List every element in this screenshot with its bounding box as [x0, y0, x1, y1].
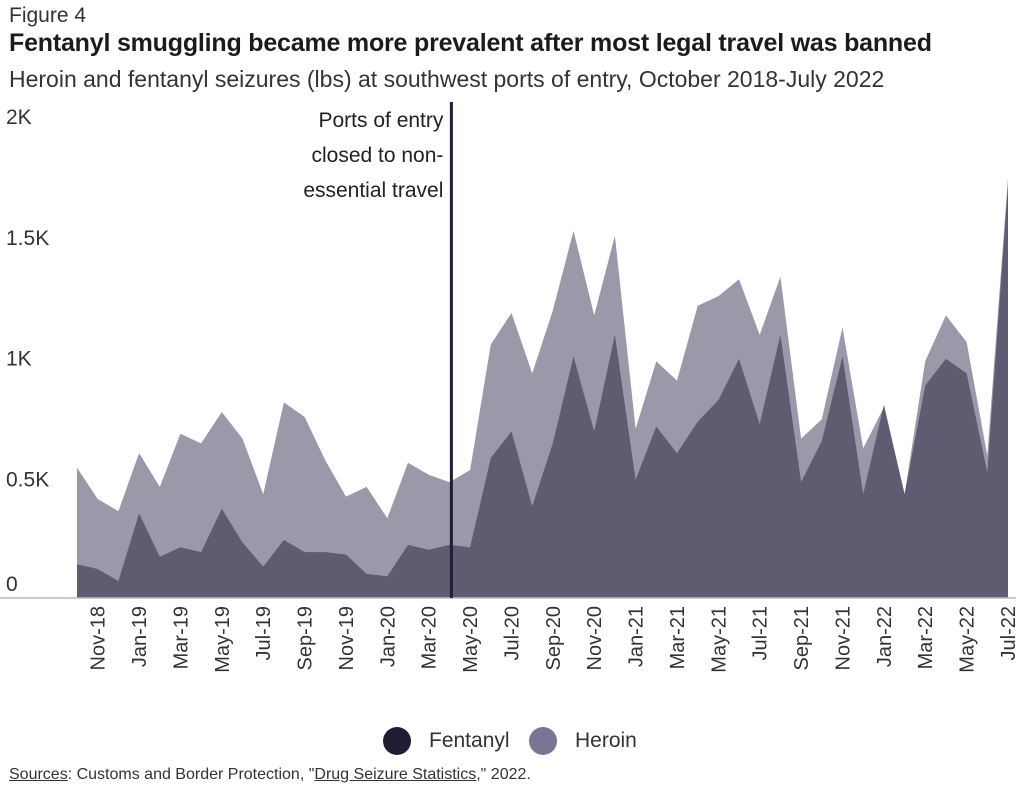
x-tick-label: Jan-21 [626, 606, 648, 667]
x-tick-label: Nov-21 [832, 606, 854, 670]
x-tick-label: Jan-20 [377, 606, 399, 667]
source-note: Sources: Customs and Border Protection, … [9, 766, 531, 784]
x-tick-label: Mar-22 [915, 606, 937, 669]
y-tick-label: 0.5K [6, 468, 49, 491]
chart-legend: Fentanyl Heroin [0, 727, 1024, 763]
x-tick-label: May-19 [212, 606, 234, 673]
fentanyl-area-series [77, 185, 1008, 598]
x-tick-label: May-21 [708, 606, 730, 673]
x-axis-tick-labels: Nov-18 Jan-19 Mar-19 May-19 Jul-19 Sep-19 Nov-… [88, 606, 1020, 673]
x-tick-label: Jul-19 [253, 606, 275, 660]
x-tick-label: Jan-22 [874, 606, 896, 667]
x-tick-label: Jan-19 [129, 606, 151, 667]
chart-subtitle: Heroin and fentanyl seizures (lbs) at so… [9, 66, 885, 92]
y-tick-label: 2K [6, 106, 32, 129]
x-tick-label: Jul-20 [501, 606, 523, 660]
x-tick-label: Sep-21 [791, 606, 813, 671]
x-tick-label: Mar-21 [667, 606, 689, 669]
source-prefix: Sources [9, 766, 68, 783]
x-tick-label: Jul-21 [750, 606, 772, 660]
ports-closed-annotation: Ports of entry closed to non-essential tr… [303, 109, 444, 202]
x-tick-label: May-22 [957, 606, 979, 673]
chart-title: Fentanyl smuggling became more prevalent… [9, 29, 932, 57]
source-link[interactable]: Drug Seizure Statistics [314, 766, 477, 783]
source-text-before: : Customs and Border Protection, " [67, 766, 315, 783]
y-tick-label: 1K [6, 348, 32, 371]
annotation-line: essential travel [303, 179, 443, 202]
x-tick-label: Sep-20 [543, 606, 565, 671]
figure-label: Figure 4 [9, 4, 87, 27]
annotation-line: Ports of entry [319, 109, 444, 132]
x-tick-label: Sep-19 [295, 606, 317, 671]
y-tick-label: 0 [6, 573, 18, 596]
legend-label-heroin: Heroin [575, 729, 637, 752]
legend-label-fentanyl: Fentanyl [429, 729, 510, 752]
y-tick-label: 1.5K [6, 227, 49, 250]
x-tick-label: Nov-19 [336, 606, 358, 670]
source-text-after: ," 2022. [476, 766, 531, 783]
legend-item-heroin: Heroin [529, 727, 637, 755]
annotation-line: closed to non- [311, 144, 443, 167]
x-tick-label: Mar-19 [170, 606, 192, 669]
x-tick-label: Mar-20 [419, 606, 441, 669]
y-axis-tick-labels: 0 0.5K 1K 1.5K 2K [6, 106, 49, 596]
x-tick-label: Nov-18 [88, 606, 110, 670]
x-tick-label: Nov-20 [584, 606, 606, 670]
x-tick-label: May-20 [460, 606, 482, 673]
legend-item-fentanyl: Fentanyl [383, 727, 510, 755]
x-tick-label: Jul-22 [998, 606, 1020, 660]
fentanyl-legend-swatch [383, 727, 411, 755]
heroin-legend-swatch [529, 727, 557, 755]
area-chart: 0 0.5K 1K 1.5K 2K Ports of entry closed to no… [0, 102, 1020, 673]
